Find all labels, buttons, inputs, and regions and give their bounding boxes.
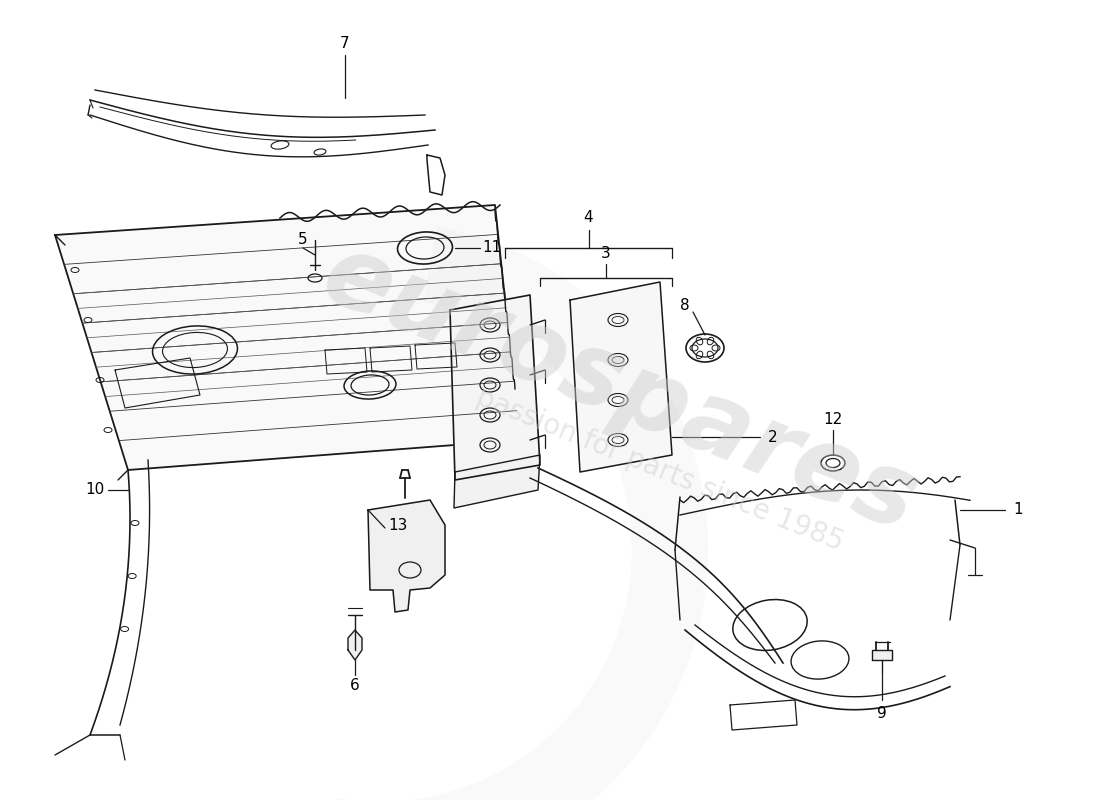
Text: 3: 3 — [601, 246, 610, 261]
Text: 8: 8 — [680, 298, 690, 313]
Polygon shape — [450, 295, 540, 480]
Text: 2: 2 — [768, 430, 778, 445]
Text: eurospares: eurospares — [309, 226, 932, 554]
Text: 11: 11 — [483, 241, 502, 255]
Polygon shape — [348, 630, 362, 660]
Text: 13: 13 — [388, 518, 408, 533]
Text: 12: 12 — [824, 413, 843, 427]
Polygon shape — [55, 205, 520, 470]
Polygon shape — [368, 500, 446, 612]
Text: 4: 4 — [584, 210, 593, 226]
Text: 9: 9 — [877, 706, 887, 721]
Text: 6: 6 — [350, 678, 360, 693]
Text: 1: 1 — [1013, 502, 1023, 518]
Polygon shape — [570, 282, 672, 472]
Text: 7: 7 — [340, 35, 350, 50]
Text: 5: 5 — [298, 233, 308, 247]
Polygon shape — [454, 455, 540, 508]
Polygon shape — [872, 650, 892, 660]
Text: passion for parts since 1985: passion for parts since 1985 — [472, 383, 848, 557]
Text: 10: 10 — [86, 482, 104, 498]
